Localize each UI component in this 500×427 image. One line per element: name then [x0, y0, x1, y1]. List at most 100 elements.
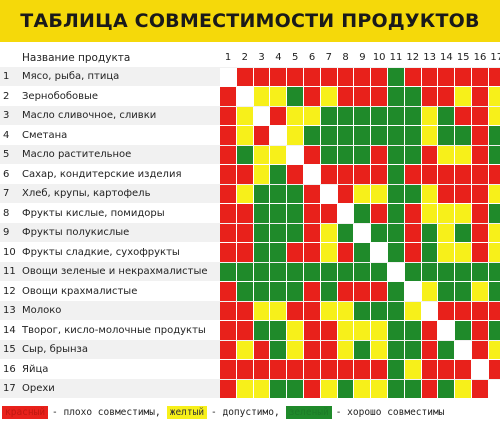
legend: красный - плохо совместимы, желтый - доп…	[0, 402, 500, 422]
compatibility-cell	[220, 145, 237, 165]
product-name: Молоко	[22, 305, 62, 316]
compatibility-cell	[220, 340, 237, 360]
compatibility-cell	[337, 340, 355, 360]
compatibility-cell	[320, 282, 338, 302]
row-number: 8	[3, 207, 10, 219]
compatibility-cell	[455, 379, 472, 399]
compatibility-cell	[404, 106, 422, 126]
compatibility-cell	[236, 321, 254, 341]
compatibility-cell	[354, 165, 372, 185]
compatibility-cell	[404, 184, 422, 204]
compatibility-cell	[354, 184, 372, 204]
compatibility-cell	[287, 184, 304, 204]
compatibility-cell	[337, 321, 355, 341]
compatibility-cell	[472, 282, 489, 302]
column-number: 10	[372, 52, 386, 63]
row-number: 16	[3, 363, 16, 375]
compatibility-cell	[421, 321, 439, 341]
column-number: 15	[456, 52, 470, 63]
compatibility-cell	[220, 321, 237, 341]
compatibility-cell	[337, 165, 355, 185]
compatibility-cell	[287, 67, 304, 87]
row-number: 2	[3, 90, 10, 102]
compatibility-cell	[287, 106, 304, 126]
column-number: 12	[406, 52, 420, 63]
compatibility-cell	[236, 379, 254, 399]
compatibility-cell	[253, 87, 271, 107]
compatibility-cell	[371, 87, 388, 107]
column-number: 6	[308, 52, 316, 63]
row-number: 4	[3, 129, 10, 141]
legend-green-swatch: зеленый	[285, 405, 332, 419]
compatibility-cell	[304, 321, 321, 341]
compatibility-cell	[388, 87, 405, 107]
compatibility-cell	[253, 262, 271, 282]
row-number: 1	[3, 71, 10, 82]
compatibility-cell	[354, 145, 372, 165]
compatibility-cell	[354, 126, 372, 146]
compatibility-cell	[220, 360, 237, 380]
compatibility-cell	[421, 360, 439, 380]
compatibility-cell	[388, 67, 405, 87]
compatibility-cell	[337, 301, 355, 321]
compatibility-cell	[488, 243, 500, 263]
compatibility-cell	[472, 243, 489, 263]
column-number: 14	[440, 52, 453, 63]
compatibility-cell	[455, 184, 472, 204]
compatibility-cell	[388, 360, 405, 380]
compatibility-cell	[388, 165, 405, 185]
compatibility-cell	[404, 340, 422, 360]
compatibility-cell	[438, 145, 456, 165]
compatibility-cell	[371, 282, 388, 302]
compatibility-cell	[472, 321, 489, 341]
compatibility-cell	[304, 379, 321, 399]
compatibility-cell	[421, 379, 439, 399]
compatibility-cell	[320, 301, 338, 321]
compatibility-cell	[270, 184, 288, 204]
compatibility-cell	[455, 145, 472, 165]
compatibility-cell	[270, 379, 288, 399]
compatibility-cell	[438, 282, 456, 302]
product-name: Масло растительное	[22, 149, 132, 160]
compatibility-cell	[270, 301, 288, 321]
compatibility-cell	[472, 360, 489, 380]
compatibility-cell	[354, 321, 372, 341]
compatibility-cell	[421, 204, 439, 224]
legend-red-text: - плохо совместимы,	[52, 406, 161, 418]
compatibility-cell	[354, 87, 372, 107]
compatibility-cell	[488, 184, 500, 204]
compatibility-cell	[388, 243, 405, 263]
column-number: 11	[389, 52, 403, 63]
compatibility-cell	[388, 340, 405, 360]
compatibility-cell	[287, 243, 304, 263]
compatibility-cell	[354, 204, 372, 224]
compatibility-cell	[253, 67, 271, 87]
compatibility-cell	[404, 87, 422, 107]
compatibility-cell	[421, 126, 439, 146]
compatibility-cell	[438, 204, 456, 224]
compatibility-cell	[253, 340, 271, 360]
compatibility-cell	[337, 204, 355, 224]
compatibility-cell	[472, 67, 489, 87]
product-name: Мясо, рыба, птица	[22, 71, 120, 82]
compatibility-cell	[253, 282, 271, 302]
compatibility-cell	[236, 126, 254, 146]
compatibility-cell	[320, 145, 338, 165]
compatibility-cell	[404, 243, 422, 263]
compatibility-cell	[472, 262, 489, 282]
compatibility-cell	[354, 282, 372, 302]
row-number: 9	[3, 227, 10, 238]
compatibility-cell	[438, 243, 456, 263]
compatibility-cell	[371, 379, 388, 399]
compatibility-cell	[287, 204, 304, 224]
compatibility-cell	[404, 145, 422, 165]
compatibility-cell	[354, 340, 372, 360]
compatibility-cell	[371, 360, 388, 380]
compatibility-cell	[337, 243, 355, 263]
compatibility-cell	[455, 223, 472, 243]
compatibility-cell	[253, 321, 271, 341]
compatibility-cell	[304, 67, 321, 87]
compatibility-cell	[304, 360, 321, 380]
compatibility-cell	[455, 67, 472, 87]
compatibility-cell	[488, 106, 500, 126]
